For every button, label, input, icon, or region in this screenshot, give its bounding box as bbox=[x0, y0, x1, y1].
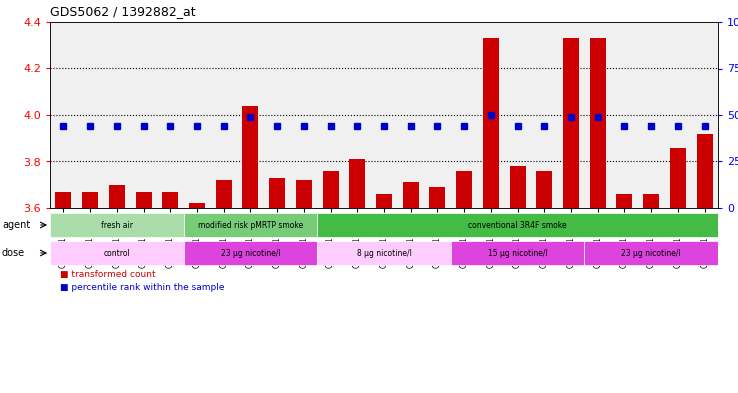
Bar bbox=[376, 194, 392, 393]
Bar bbox=[55, 192, 72, 393]
Text: GDS5062 / 1392882_at: GDS5062 / 1392882_at bbox=[50, 5, 196, 18]
Bar bbox=[184, 213, 317, 237]
Bar bbox=[644, 194, 659, 393]
Text: 8 µg nicotine/l: 8 µg nicotine/l bbox=[356, 248, 412, 257]
Bar bbox=[108, 185, 125, 393]
Bar bbox=[451, 241, 584, 265]
Bar bbox=[323, 171, 339, 393]
Text: ■ transformed count: ■ transformed count bbox=[60, 270, 156, 279]
Bar bbox=[189, 203, 205, 393]
Bar bbox=[162, 192, 179, 393]
Text: dose: dose bbox=[2, 248, 25, 258]
Bar bbox=[215, 180, 232, 393]
Bar bbox=[483, 38, 499, 393]
Bar bbox=[456, 171, 472, 393]
Bar bbox=[537, 171, 552, 393]
Bar bbox=[50, 213, 184, 237]
Bar bbox=[697, 134, 713, 393]
Text: 23 µg nicotine/l: 23 µg nicotine/l bbox=[621, 248, 681, 257]
Bar bbox=[82, 192, 98, 393]
Text: conventional 3R4F smoke: conventional 3R4F smoke bbox=[469, 220, 567, 230]
Text: 23 µg nicotine/l: 23 µg nicotine/l bbox=[221, 248, 280, 257]
Text: 15 µg nicotine/l: 15 µg nicotine/l bbox=[488, 248, 548, 257]
Text: modified risk pMRTP smoke: modified risk pMRTP smoke bbox=[198, 220, 303, 230]
Bar bbox=[242, 106, 258, 393]
Bar bbox=[403, 182, 418, 393]
Bar bbox=[50, 241, 184, 265]
Bar bbox=[430, 187, 446, 393]
Bar bbox=[296, 180, 312, 393]
Bar bbox=[509, 166, 525, 393]
Text: control: control bbox=[103, 248, 130, 257]
Bar bbox=[136, 192, 151, 393]
Bar bbox=[590, 38, 606, 393]
Bar bbox=[616, 194, 632, 393]
Bar bbox=[349, 159, 365, 393]
Bar bbox=[563, 38, 579, 393]
Bar bbox=[317, 241, 451, 265]
Bar bbox=[584, 241, 718, 265]
Bar bbox=[184, 241, 317, 265]
Bar bbox=[269, 178, 285, 393]
Text: fresh air: fresh air bbox=[101, 220, 133, 230]
Bar bbox=[670, 147, 686, 393]
Bar bbox=[317, 213, 718, 237]
Text: ■ percentile rank within the sample: ■ percentile rank within the sample bbox=[60, 283, 224, 292]
Text: agent: agent bbox=[2, 220, 30, 230]
